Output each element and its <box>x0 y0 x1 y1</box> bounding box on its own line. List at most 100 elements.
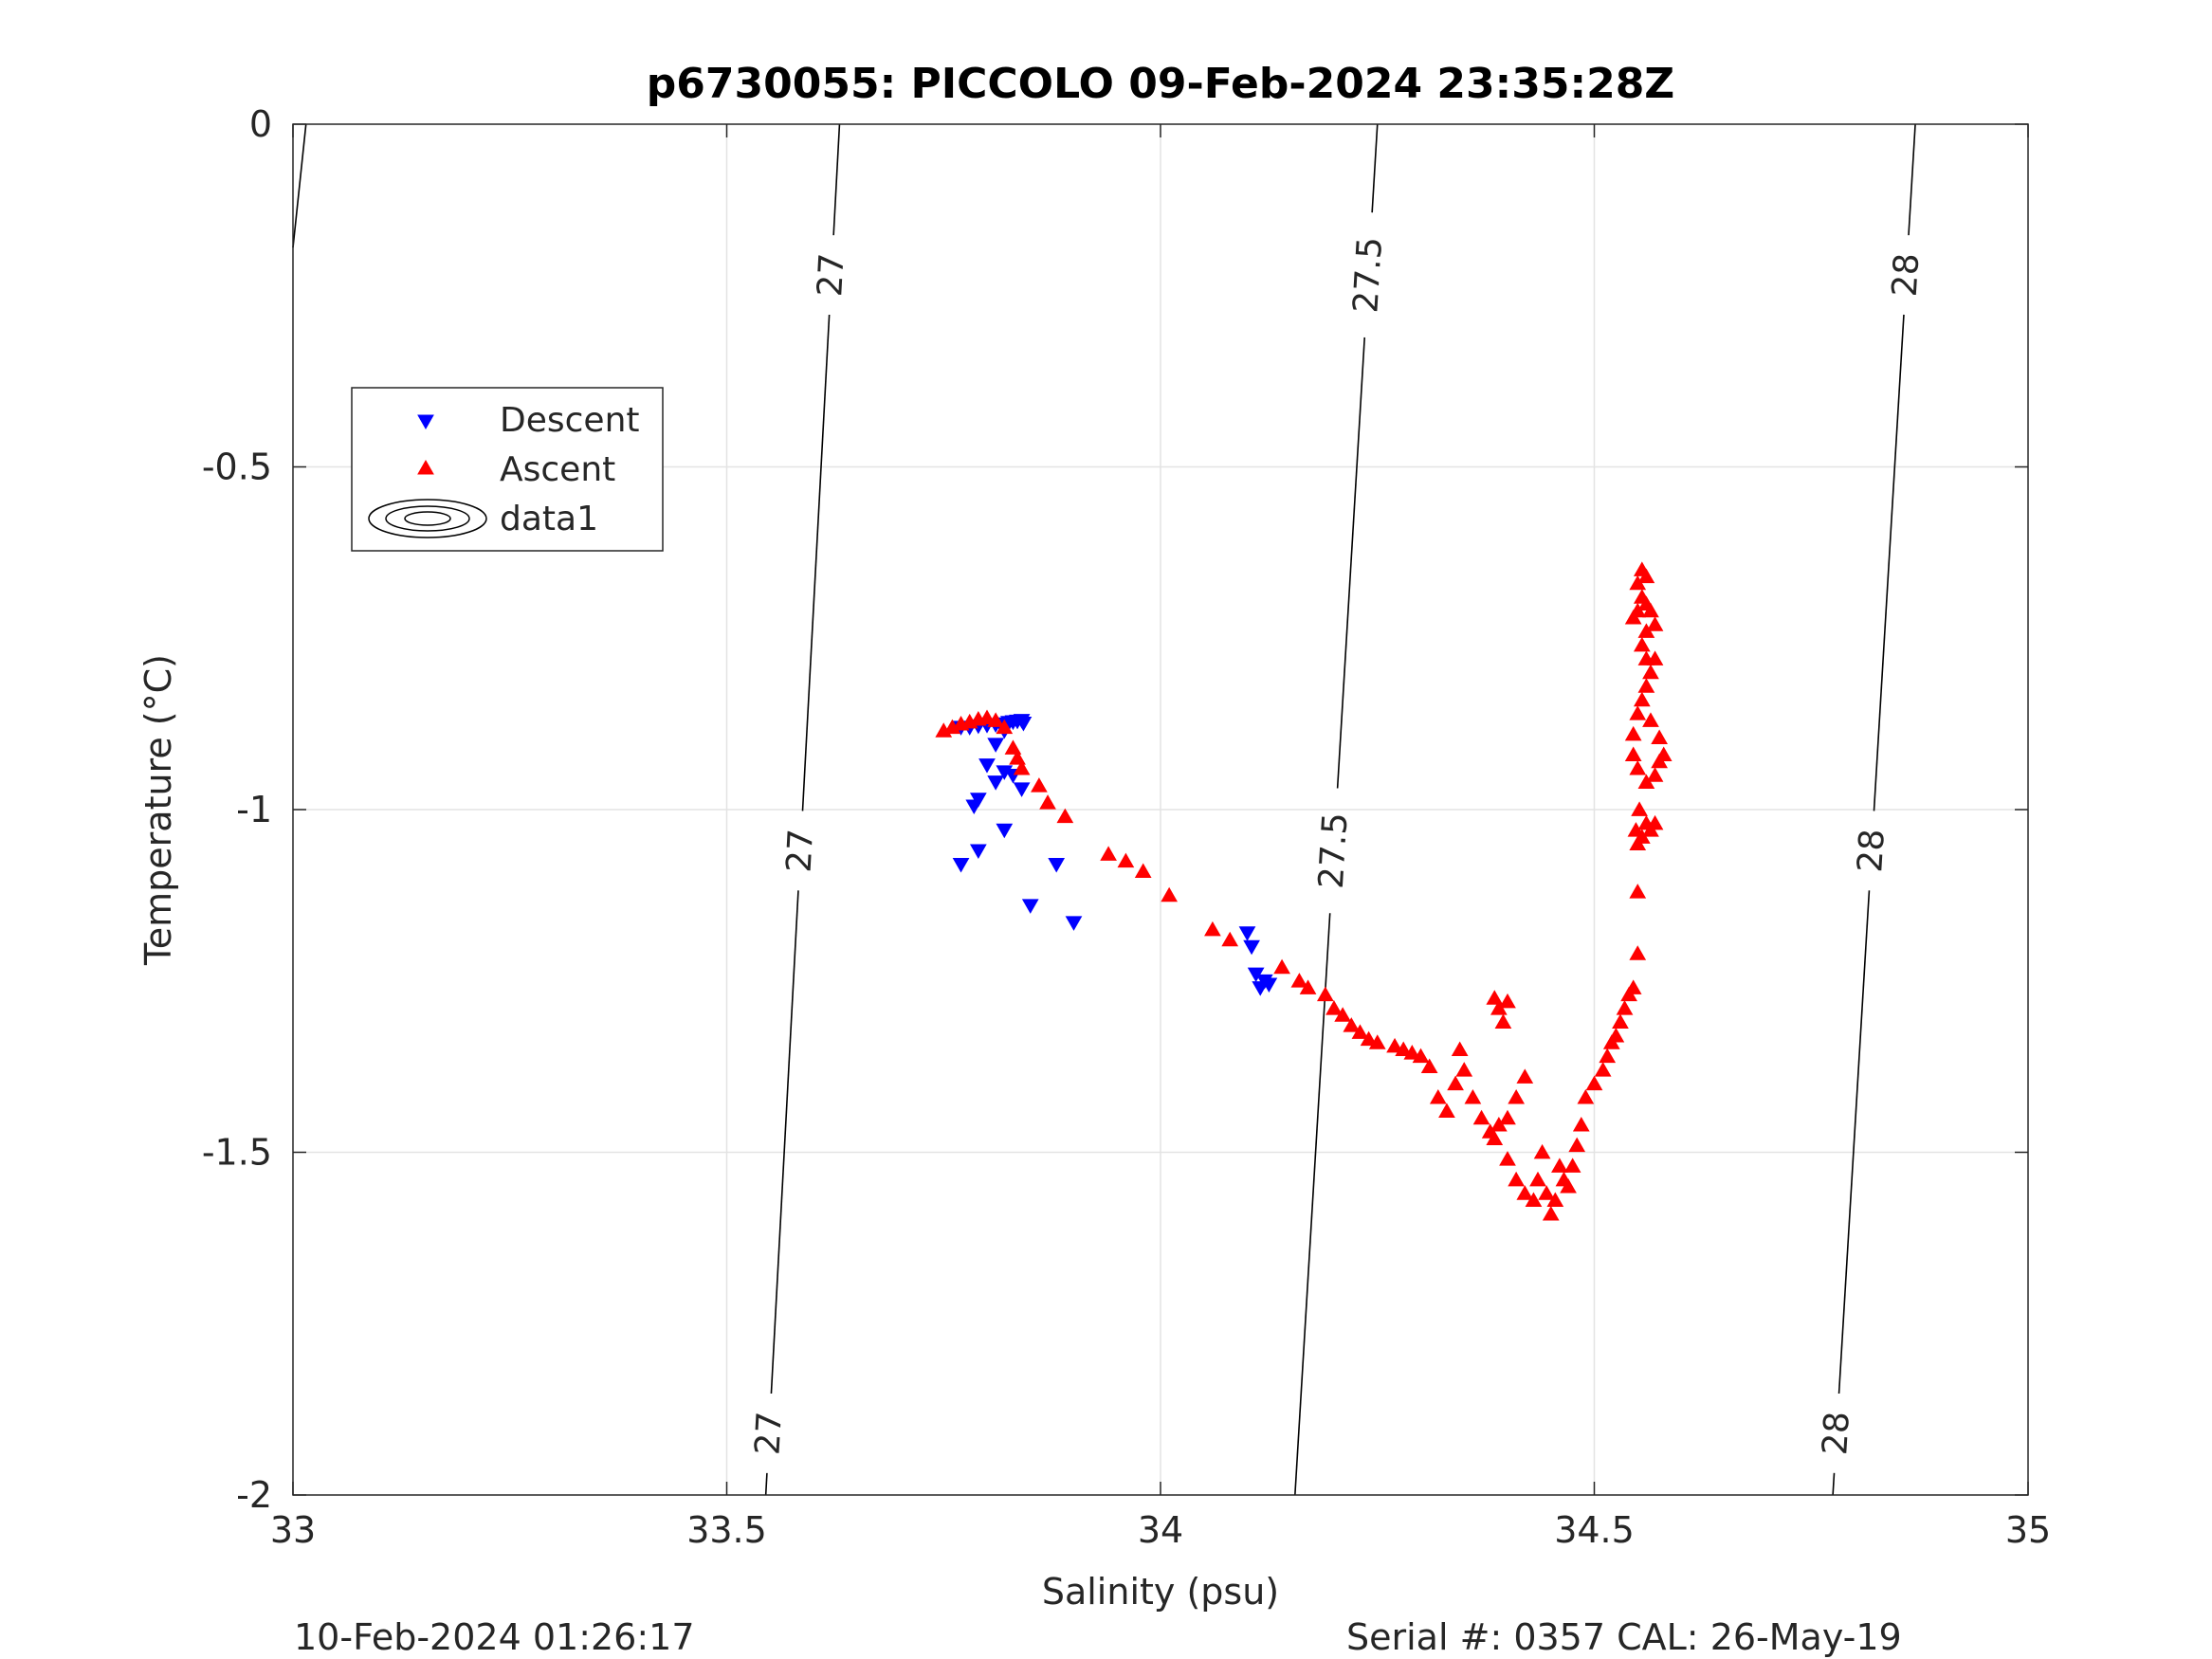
descent-point <box>1015 717 1033 732</box>
x-tick-label: 34.5 <box>1554 1509 1635 1551</box>
contour-label: 28 <box>1816 1411 1857 1456</box>
ascent-point <box>1325 1000 1343 1015</box>
ascent-point <box>1455 1062 1473 1077</box>
descent-point <box>1013 782 1031 797</box>
ascent-point <box>1499 1151 1516 1166</box>
descent-point <box>996 823 1014 839</box>
ascent-point <box>1447 1075 1464 1091</box>
ascent-point <box>978 709 996 725</box>
ascent-point <box>1039 794 1056 810</box>
x-tick-label: 33.5 <box>686 1509 767 1551</box>
contour-line <box>1837 890 1871 1395</box>
ascent-point <box>1646 767 1664 782</box>
descent-point <box>1260 977 1278 993</box>
ascent-point <box>996 719 1014 735</box>
ascent-point <box>1204 921 1221 937</box>
legend-ascent-marker <box>417 459 434 475</box>
ascent-point <box>1642 712 1659 727</box>
ascent-point <box>1486 1130 1504 1145</box>
ascent-point <box>1594 1062 1612 1077</box>
ascent-point <box>987 712 1005 727</box>
ascent-point <box>1654 746 1673 762</box>
ascent-point <box>1508 1171 1526 1187</box>
legend-contour-icon <box>368 499 487 538</box>
ascent-point <box>1273 958 1290 975</box>
ascent-point <box>1299 979 1317 994</box>
y-tick-label: -1.5 <box>202 1132 272 1174</box>
ascent-point <box>1633 589 1651 604</box>
legend-descent-label: Descent <box>500 401 640 440</box>
ascent-point <box>1633 636 1651 652</box>
ascent-point <box>1551 1158 1568 1173</box>
ascent-point <box>1516 1068 1534 1084</box>
contour-line <box>1371 123 1379 213</box>
x-axis-ticks: 33 33.5 34 34.5 35 <box>270 124 2051 1551</box>
ascent-point <box>1420 1058 1438 1074</box>
ascent-point <box>1629 884 1647 899</box>
ascent-point <box>1117 852 1135 868</box>
contour-line <box>1908 123 1916 236</box>
descent-point <box>952 857 970 873</box>
ascent-point <box>1451 1041 1469 1056</box>
ascent-point <box>1134 863 1152 878</box>
legend-descent-marker <box>417 414 434 430</box>
legend-data1-label: data1 <box>500 500 598 538</box>
ascent-point <box>1368 1034 1386 1049</box>
ascent-point <box>1395 1041 1413 1056</box>
ascent-point <box>1585 1075 1603 1091</box>
ascent-point <box>1161 886 1179 902</box>
legend-box <box>351 387 664 552</box>
ascent-point <box>1631 801 1648 816</box>
ascent-point <box>1607 1027 1625 1043</box>
descent-point <box>1238 926 1256 941</box>
x-tick-label: 33 <box>270 1509 316 1551</box>
ascent-point <box>1629 705 1647 720</box>
contour-label: 27 <box>748 1411 789 1456</box>
ascent-point <box>1412 1048 1430 1064</box>
ascent-point <box>1360 1030 1378 1047</box>
ascent-point <box>1568 1137 1586 1153</box>
legend: Descent Ascent data1 <box>351 387 664 552</box>
ascent-point <box>1572 1116 1590 1132</box>
legend-ascent-label: Ascent <box>500 450 615 489</box>
descent-point <box>987 775 1005 791</box>
ascent-point <box>1516 1185 1534 1200</box>
contour-line <box>801 314 831 811</box>
ascent-point <box>1633 691 1651 707</box>
ascent-point <box>1646 650 1664 665</box>
contour-label: 27.5 <box>1312 811 1356 889</box>
ascent-point <box>1525 1192 1543 1208</box>
y-tick-label: 0 <box>249 103 272 145</box>
ascent-point <box>1316 986 1334 1002</box>
contour-label: 27.5 <box>1346 236 1390 314</box>
ascent-point <box>1637 568 1655 584</box>
descent-point <box>1021 899 1039 914</box>
ascent-point <box>1533 1143 1551 1159</box>
grid <box>293 124 2028 1495</box>
ascent-point <box>1004 739 1022 755</box>
ascent-point <box>1542 1205 1560 1221</box>
ascent-point <box>1629 760 1647 775</box>
ascent-point <box>1637 678 1655 693</box>
ascent-point <box>1499 1109 1516 1125</box>
ascent-point <box>1100 846 1117 861</box>
descent-point <box>1065 916 1083 931</box>
contour-label: 27 <box>811 252 851 298</box>
ascent-point <box>1560 1178 1577 1194</box>
ascent-point <box>1221 931 1239 947</box>
y-axis-ticks: 0 -0.5 -1 -1.5 -2 <box>202 103 2028 1516</box>
contour-label: 28 <box>1886 252 1928 298</box>
y-tick-label: -0.5 <box>202 447 272 488</box>
ascent-point <box>1546 1192 1564 1208</box>
contour-label: 28 <box>1851 828 1892 873</box>
contour-line <box>1336 337 1366 789</box>
x-axis-label: Salinity (psu) <box>1042 1571 1279 1613</box>
x-tick-label: 35 <box>2005 1509 2051 1551</box>
contour-label: 27 <box>780 828 821 873</box>
ascent-point <box>1494 1013 1512 1030</box>
y-tick-label: -1 <box>236 789 272 830</box>
descent-point <box>1243 939 1260 956</box>
contour-line <box>1873 314 1905 811</box>
ascent-point <box>1386 1037 1403 1053</box>
